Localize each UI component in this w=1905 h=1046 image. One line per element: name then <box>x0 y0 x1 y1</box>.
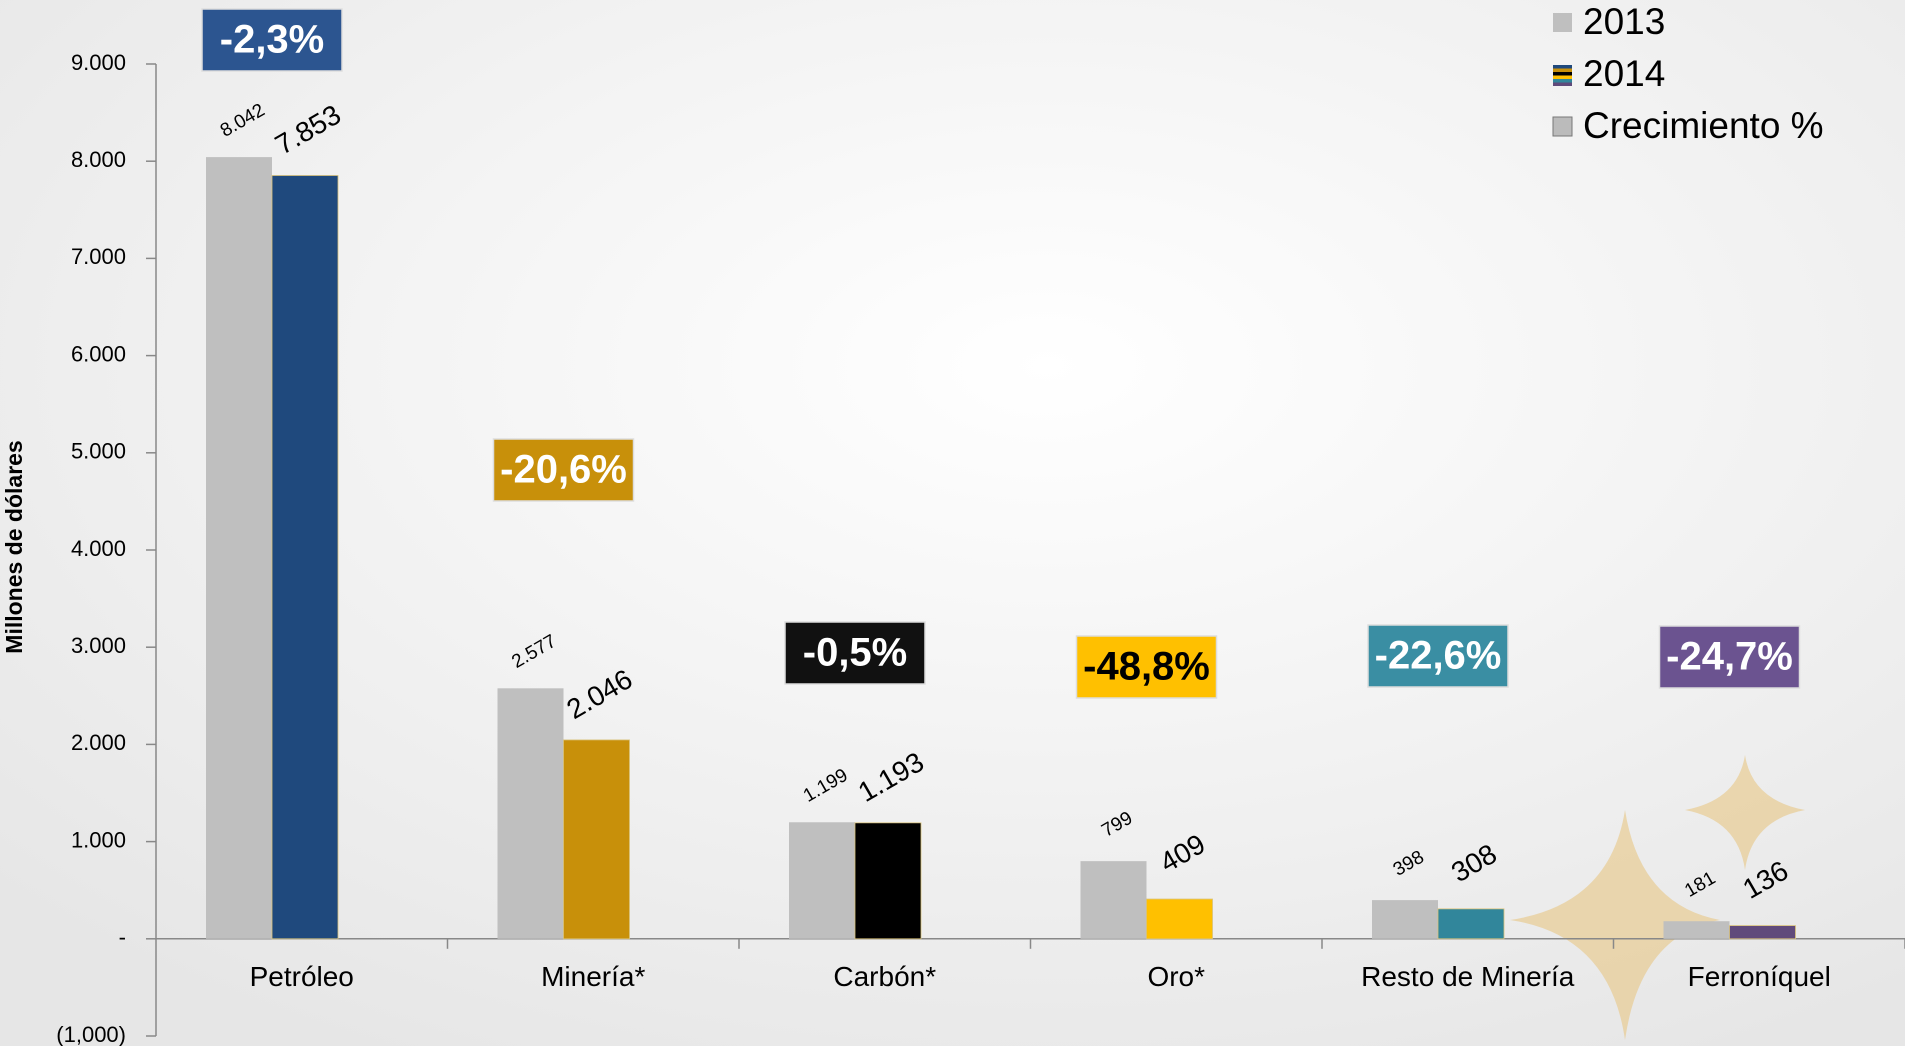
x-tick-label: Carbón* <box>833 961 936 992</box>
bar <box>564 740 630 939</box>
legend-label: 2014 <box>1583 53 1665 94</box>
legend-swatch <box>1553 79 1572 83</box>
legend-swatch <box>1553 69 1572 73</box>
bar <box>1664 921 1730 939</box>
growth-label: -24,7% <box>1666 635 1793 679</box>
legend-swatch <box>1553 72 1572 76</box>
x-tick-label: Oro* <box>1147 961 1205 992</box>
bar <box>1147 899 1213 939</box>
legend-swatch <box>1553 76 1572 80</box>
bar <box>789 822 855 939</box>
legend-swatch <box>1553 117 1572 136</box>
y-tick-label: 6.000 <box>71 341 126 366</box>
bar <box>1372 900 1438 939</box>
bar <box>272 175 338 938</box>
y-tick-label: 7.000 <box>71 244 126 269</box>
chart: Millones de dólares (1,000) - 1.000 2.000 3.… <box>0 0 1905 1046</box>
x-tick-label: Ferroníquel <box>1688 961 1831 992</box>
growth-label: -0,5% <box>803 631 908 675</box>
y-tick-label: - <box>119 925 126 950</box>
y-tick-label: 8.000 <box>71 147 126 172</box>
x-tick-label: Petróleo <box>250 961 354 992</box>
bar <box>1730 926 1796 939</box>
growth-label: -2,3% <box>220 18 325 62</box>
legend-swatch <box>1553 65 1572 69</box>
legend-swatch <box>1553 13 1572 32</box>
growth-label: -20,6% <box>500 448 627 492</box>
y-tick-label: 3.000 <box>71 633 126 658</box>
y-tick-label: 4.000 <box>71 536 126 561</box>
y-tick-label: 5.000 <box>71 439 126 464</box>
y-tick-label: 1.000 <box>71 827 126 852</box>
bar <box>1081 861 1147 939</box>
growth-label: -22,6% <box>1375 634 1502 678</box>
bar <box>1438 909 1504 939</box>
bar <box>498 688 564 938</box>
x-tick-label: Minería* <box>541 961 645 992</box>
legend-label: Crecimiento % <box>1583 105 1824 146</box>
y-axis-title: Millones de dólares <box>1 440 27 653</box>
growth-label: -48,8% <box>1083 645 1210 689</box>
y-tick-label: 9.000 <box>71 50 126 75</box>
bar <box>855 823 921 939</box>
legend-label: 2013 <box>1583 1 1665 42</box>
bar <box>206 157 272 939</box>
y-tick-label: (1,000) <box>56 1022 126 1046</box>
x-tick-label: Resto de Minería <box>1361 961 1575 992</box>
y-tick-label: 2.000 <box>71 730 126 755</box>
legend-swatch <box>1553 83 1572 87</box>
